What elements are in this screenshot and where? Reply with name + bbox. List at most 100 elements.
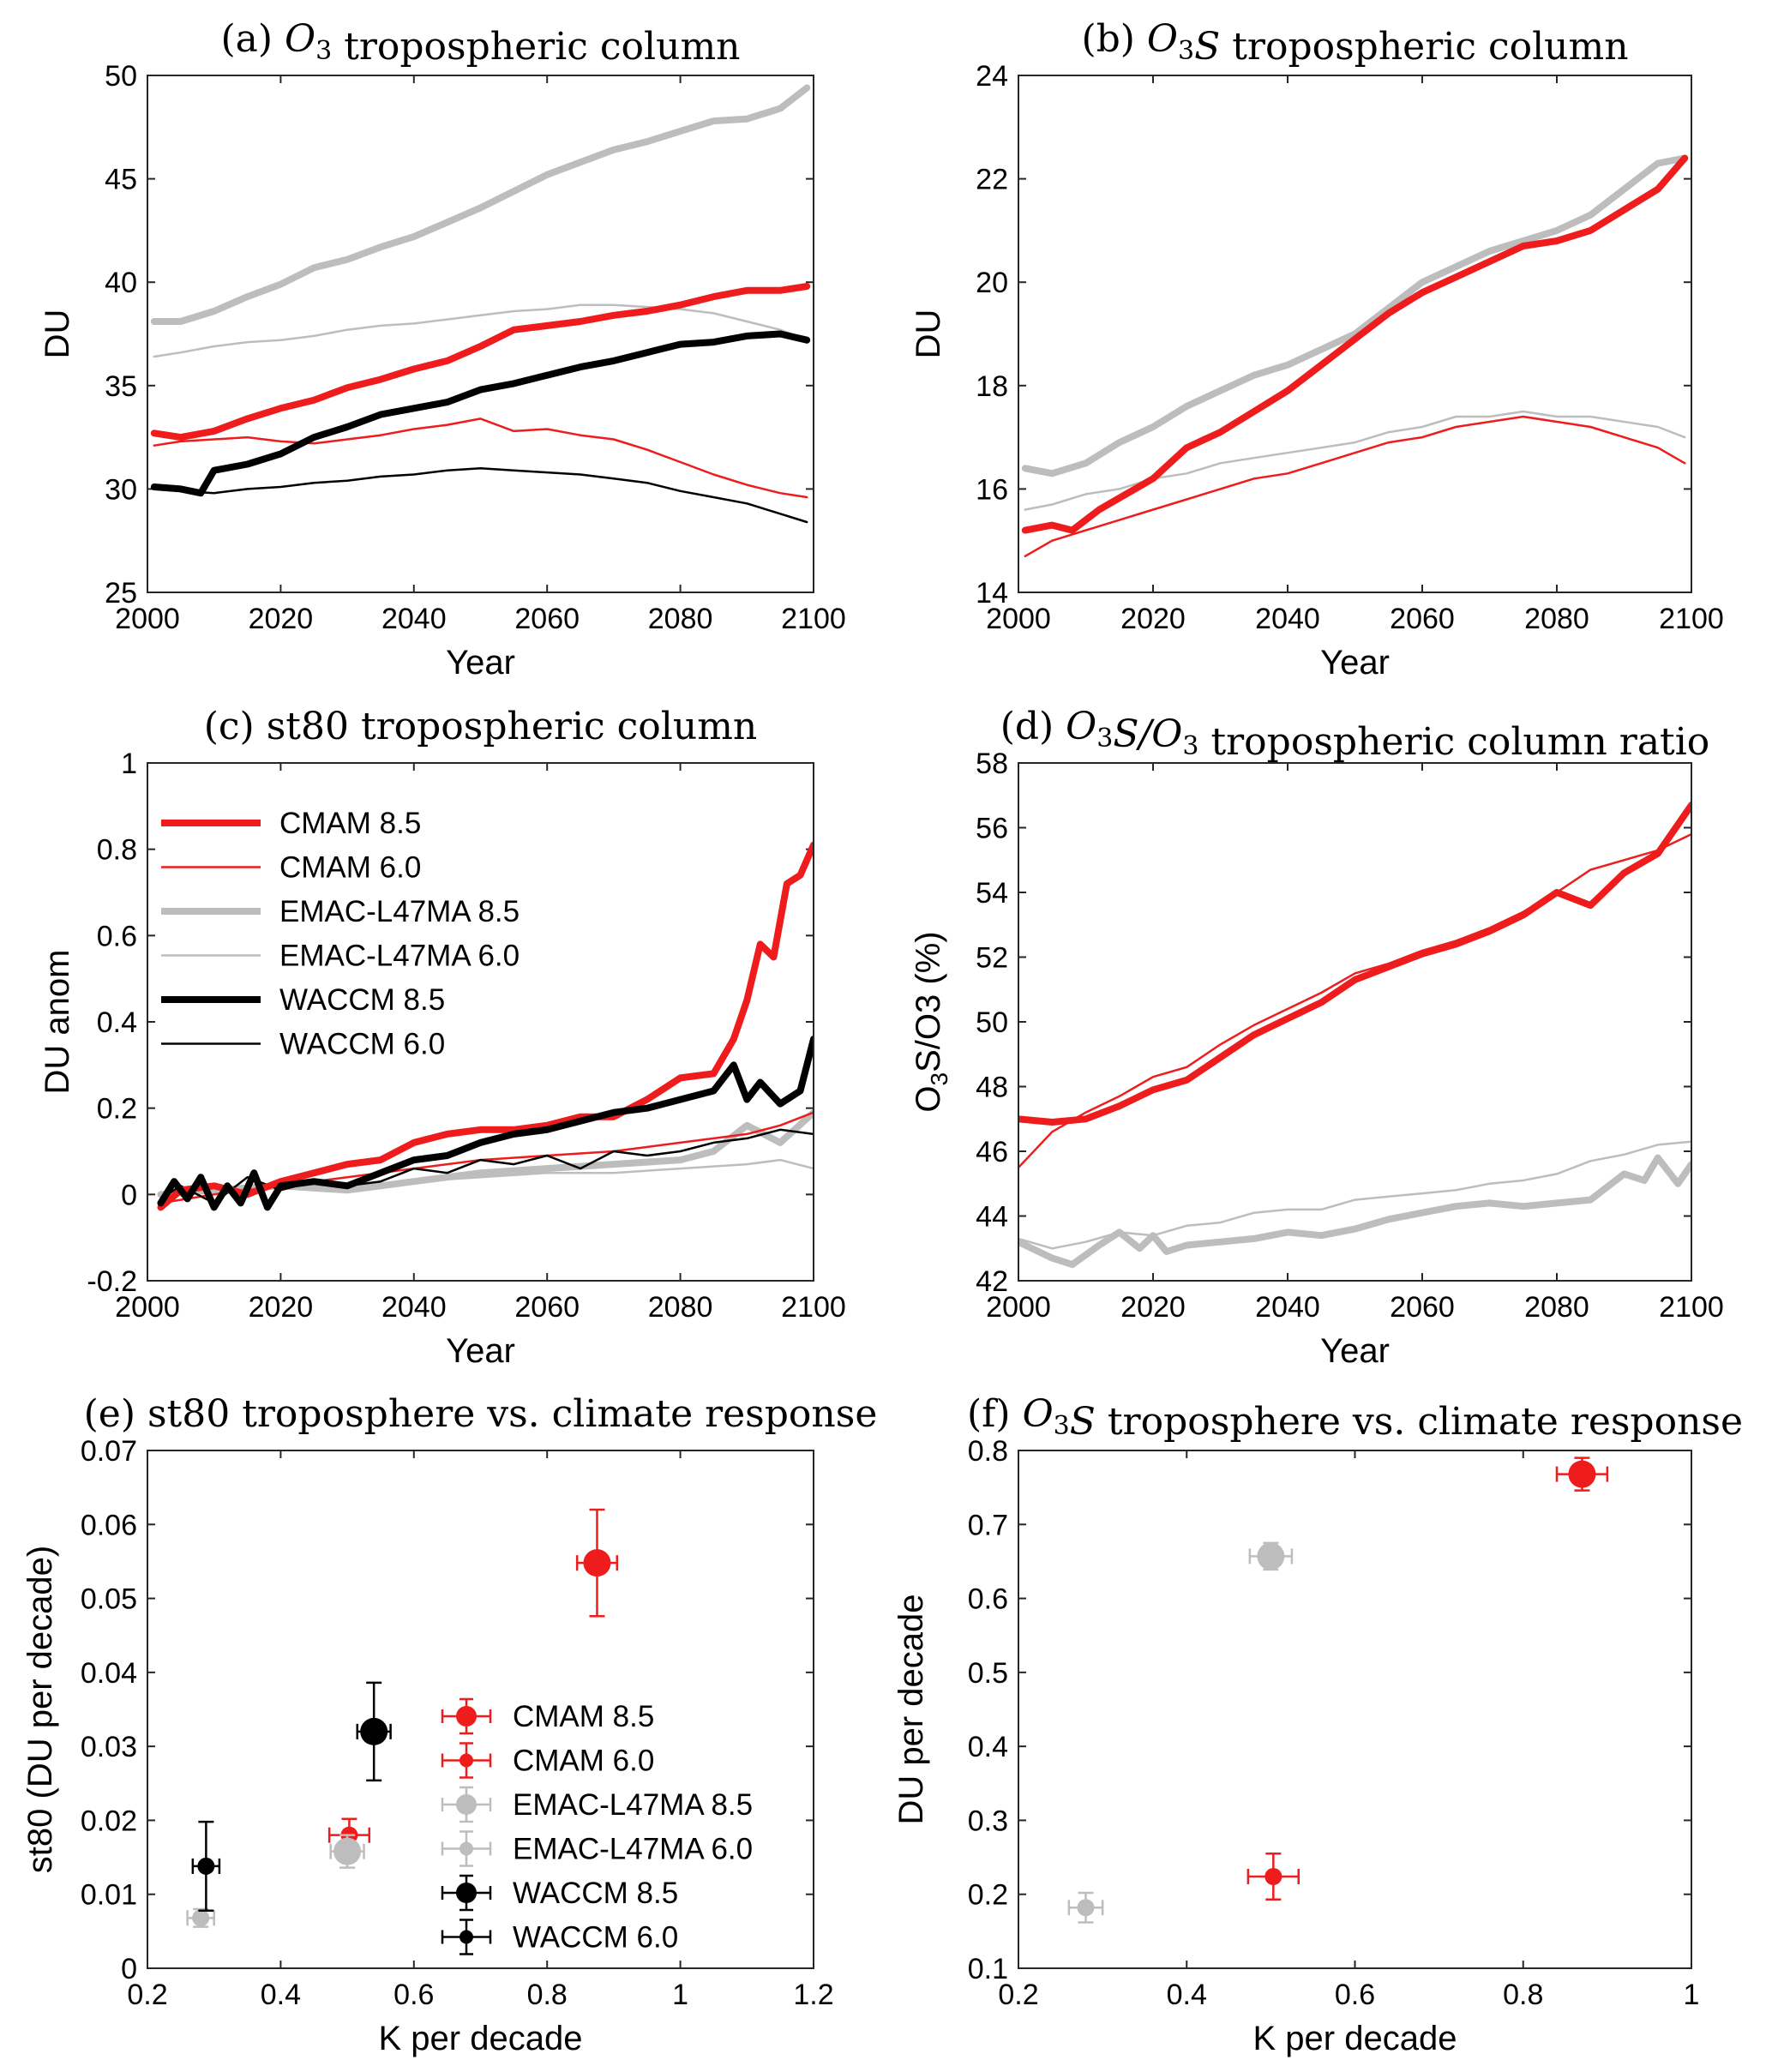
legend-marker bbox=[456, 1706, 477, 1727]
x-tick-label: 2020 bbox=[1120, 1291, 1186, 1324]
title-suffix: tropospheric column ratio bbox=[1198, 720, 1709, 764]
plot-area-c bbox=[157, 841, 814, 1211]
legend-e: CMAM 8.5 CMAM 6.0 EMAC-L47MA 8.5 EMAC-L47MA… bbox=[441, 1697, 753, 1955]
y-tick-label: 40 bbox=[105, 267, 137, 299]
panel-b: (b) O3S tropospheric column 2000 2020 2040 2… bbox=[910, 17, 1724, 682]
title-prefix: (b) bbox=[1081, 17, 1146, 61]
point-emac-l47ma-6-0 bbox=[186, 1907, 215, 1928]
panel-title-f: (f) O3S troposphere vs. climate response bbox=[967, 1392, 1743, 1444]
y-tick-label: 0.06 bbox=[81, 1509, 137, 1541]
y-tick-label: 14 bbox=[976, 577, 1008, 610]
title-suffix: st80 tropospheric column bbox=[267, 705, 758, 748]
y-tick-label: 0 bbox=[121, 1179, 137, 1211]
y-tick-label: 0.5 bbox=[968, 1657, 1008, 1690]
series-line-waccm-8-5 bbox=[150, 330, 811, 497]
y-tick-label: 44 bbox=[976, 1201, 1008, 1234]
series-line-emac-l47ma-6-0 bbox=[1024, 410, 1686, 511]
series-line-emac-l47ma-8-5 bbox=[1021, 154, 1689, 477]
title-math: O bbox=[1023, 1392, 1054, 1436]
x-tick-label: 2060 bbox=[1390, 603, 1455, 635]
y-tick-label: 24 bbox=[976, 60, 1008, 93]
x-tick-label: 1.2 bbox=[793, 1979, 833, 2011]
legend-marker bbox=[460, 1753, 473, 1768]
title-prefix: (d) bbox=[1000, 705, 1066, 748]
legend-label: WACCM 8.5 bbox=[279, 983, 445, 1017]
point-emac-l47ma-8-5 bbox=[1248, 1541, 1294, 1571]
plot-area-a bbox=[150, 84, 811, 524]
title-math: O bbox=[1066, 705, 1096, 748]
y-tick-label: 46 bbox=[976, 1136, 1008, 1168]
y-label-main: O bbox=[910, 1085, 947, 1112]
legend-label: EMAC-L47MA 8.5 bbox=[279, 895, 520, 928]
x-tick-label: 2000 bbox=[115, 1291, 180, 1324]
x-tick-label: 0.4 bbox=[261, 1979, 301, 2011]
marker bbox=[1568, 1460, 1596, 1488]
title-math: O bbox=[1147, 17, 1178, 61]
panel-a: (a) O3 tropospheric column 2000 2020 2040 20… bbox=[39, 17, 846, 682]
y-tick-label: 0.6 bbox=[968, 1583, 1008, 1616]
axes-frame-c bbox=[147, 762, 814, 1282]
y-tick-label: 1 bbox=[121, 748, 137, 780]
x-tick-label: 2000 bbox=[115, 603, 180, 635]
x-tick-label: 0.2 bbox=[127, 1979, 167, 2011]
panel-title-a: (a) O3 tropospheric column bbox=[220, 17, 740, 69]
y-tick-label: 42 bbox=[976, 1265, 1008, 1298]
y-label-sub: 3 bbox=[926, 1072, 952, 1086]
x-tick-label: 1 bbox=[1684, 1979, 1700, 2011]
y-tick-label: 0.04 bbox=[81, 1657, 137, 1690]
x-tick-label: 2060 bbox=[514, 1291, 580, 1324]
legend-marker bbox=[460, 1930, 473, 1944]
y-tick-label: 0.2 bbox=[968, 1879, 1008, 1912]
x-tick-label: 0.6 bbox=[393, 1979, 434, 2011]
y-tick-label: 18 bbox=[976, 370, 1008, 403]
y-tick-label: 0.05 bbox=[81, 1583, 137, 1616]
x-tick-label: 2000 bbox=[986, 603, 1051, 635]
title-math2: S/O bbox=[1113, 712, 1182, 756]
x-tick-label: 2020 bbox=[1120, 603, 1186, 635]
series-line-emac-l47ma-8-5 bbox=[1018, 1154, 1691, 1269]
legend-label: CMAM 6.0 bbox=[279, 851, 421, 885]
title-suffix: st80 troposphere vs. climate response bbox=[147, 1392, 877, 1436]
y-tick-label: 58 bbox=[976, 748, 1008, 780]
panel-d: (d) O3S/O3 tropospheric column ratio2000… bbox=[910, 705, 1724, 1370]
title-sub: 3 bbox=[315, 36, 332, 66]
series-line-cmam-8-5 bbox=[1021, 154, 1689, 534]
x-tick-label: 0.8 bbox=[1503, 1979, 1543, 2011]
y-tick-label: 0.6 bbox=[97, 920, 137, 952]
axes-frame-a bbox=[147, 75, 814, 593]
title-prefix: (c) bbox=[204, 705, 267, 748]
marker bbox=[192, 1909, 210, 1927]
legend-label: WACCM 8.5 bbox=[513, 1877, 678, 1910]
series-line-cmam-8-5 bbox=[157, 841, 814, 1211]
x-axis-label: K per decade bbox=[1253, 2020, 1457, 2057]
point-cmam-6-0 bbox=[1246, 1853, 1300, 1901]
legend-label: EMAC-L47MA 6.0 bbox=[513, 1833, 753, 1866]
x-tick-label: 2080 bbox=[648, 1291, 713, 1324]
series-line-cmam-8-5 bbox=[1018, 802, 1691, 1126]
y-tick-label: 0.01 bbox=[81, 1879, 137, 1912]
y-tick-label: 22 bbox=[976, 164, 1008, 196]
x-axis-label: Year bbox=[446, 1332, 515, 1370]
marker bbox=[197, 1857, 215, 1875]
x-axis-label: Year bbox=[446, 644, 515, 682]
panel-title-b: (b) O3S tropospheric column bbox=[1081, 17, 1628, 69]
x-tick-label: 0.8 bbox=[527, 1979, 568, 2011]
axes-frame-d bbox=[1018, 762, 1692, 1282]
legend-label: CMAM 6.0 bbox=[513, 1745, 654, 1778]
legend-label: EMAC-L47MA 8.5 bbox=[513, 1788, 753, 1822]
y-tick-label: 0.3 bbox=[968, 1805, 1008, 1837]
y-tick-label: 0.1 bbox=[968, 1953, 1008, 1985]
y-axis-label: st80 (DU per decade) bbox=[21, 1546, 59, 1873]
y-tick-label: 0.8 bbox=[97, 834, 137, 867]
legend-label: EMAC-L47MA 6.0 bbox=[279, 940, 520, 973]
y-tick-label: 20 bbox=[976, 267, 1008, 299]
y-tick-label: 0.2 bbox=[97, 1093, 137, 1126]
plot-area-b bbox=[1021, 154, 1689, 558]
y-tick-label: 35 bbox=[105, 370, 137, 403]
x-tick-label: 2040 bbox=[381, 603, 447, 635]
plot-area-f bbox=[1067, 1456, 1609, 1924]
marker bbox=[1264, 1868, 1282, 1886]
title-prefix: (f) bbox=[967, 1392, 1023, 1436]
marker bbox=[1257, 1542, 1285, 1571]
